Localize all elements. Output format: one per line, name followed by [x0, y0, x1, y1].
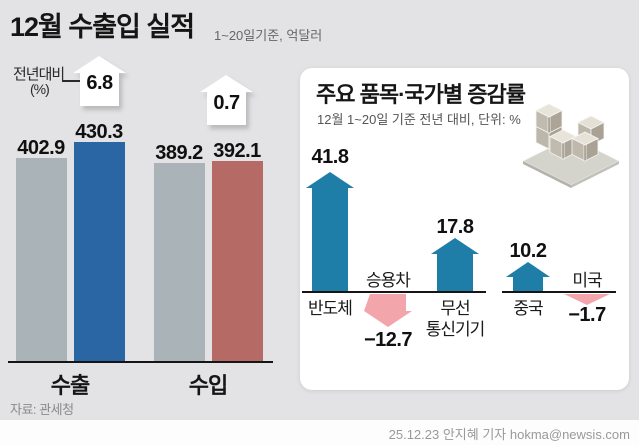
- import-change-arrow-icon: [200, 75, 253, 125]
- usa-value: −1.7: [568, 304, 606, 326]
- semiconductor-label: 반도체: [308, 299, 353, 318]
- page-subtitle: 1~20일기준, 억달러: [214, 28, 323, 43]
- panel-title: 주요 품목·국가별 증감률: [316, 82, 526, 107]
- china-label: 중국: [513, 299, 543, 318]
- yoy-connector-line: [62, 80, 92, 82]
- panel-baseline-products: [302, 291, 486, 293]
- import-change-value: 0.7: [213, 92, 240, 114]
- byline: 25.12.23 안지혜 기자 hokma@newsis.com: [388, 427, 630, 442]
- bar-export-prev-year: [16, 158, 67, 361]
- passenger-car-down-arrow-icon: [364, 294, 412, 327]
- cargo-boxes-illustration: [522, 103, 620, 188]
- yoy-unit: (%): [30, 81, 50, 97]
- bar-import-current: [212, 161, 263, 361]
- semiconductor-up-arrow-icon: [306, 172, 354, 291]
- source-note: 자료: 관세청: [10, 402, 74, 417]
- panel-baseline-countries: [502, 291, 616, 293]
- china-value: 10.2: [509, 240, 547, 262]
- footer-strip: 25.12.23 안지혜 기자 hokma@newsis.com: [0, 420, 639, 445]
- category-change-panel: 주요 품목·국가별 증감률 12월 1~20일 기준 전년 대비, 단위: %: [300, 68, 629, 390]
- export-category-label: 수출: [50, 373, 90, 398]
- import-curr-value: 392.1: [213, 140, 261, 162]
- page-title: 12월 수출입 실적: [10, 12, 195, 42]
- passenger-car-label: 승용차: [366, 271, 411, 290]
- yoy-label: 전년대비: [13, 66, 65, 83]
- export-change-arrow-icon: [73, 56, 126, 106]
- export-import-chart: 전년대비 (%) 6.8 0.7 402.9 430.3 389.2 392.1…: [0, 0, 290, 445]
- export-curr-value: 430.3: [75, 121, 123, 143]
- wireless-devices-up-arrow-icon: [431, 238, 479, 291]
- export-prev-value: 402.9: [17, 137, 65, 159]
- import-category-label: 수입: [188, 373, 228, 398]
- bar-export-current: [74, 142, 125, 361]
- export-change-value: 6.8: [86, 72, 113, 94]
- panel-subtitle: 12월 1~20일 기준 전년 대비, 단위: %: [317, 112, 521, 127]
- wireless-devices-label: 무선 통신기기: [425, 299, 486, 339]
- wireless-devices-value: 17.8: [436, 216, 474, 238]
- passenger-car-value: −12.7: [363, 329, 413, 351]
- usa-down-arrow-icon: [564, 294, 610, 305]
- usa-label: 미국: [572, 271, 602, 290]
- bar-import-prev-year: [154, 163, 205, 361]
- china-up-arrow-icon: [506, 262, 550, 291]
- semiconductor-value: 41.8: [311, 146, 349, 168]
- import-prev-value: 389.2: [155, 142, 203, 164]
- left-chart-baseline: [8, 361, 273, 363]
